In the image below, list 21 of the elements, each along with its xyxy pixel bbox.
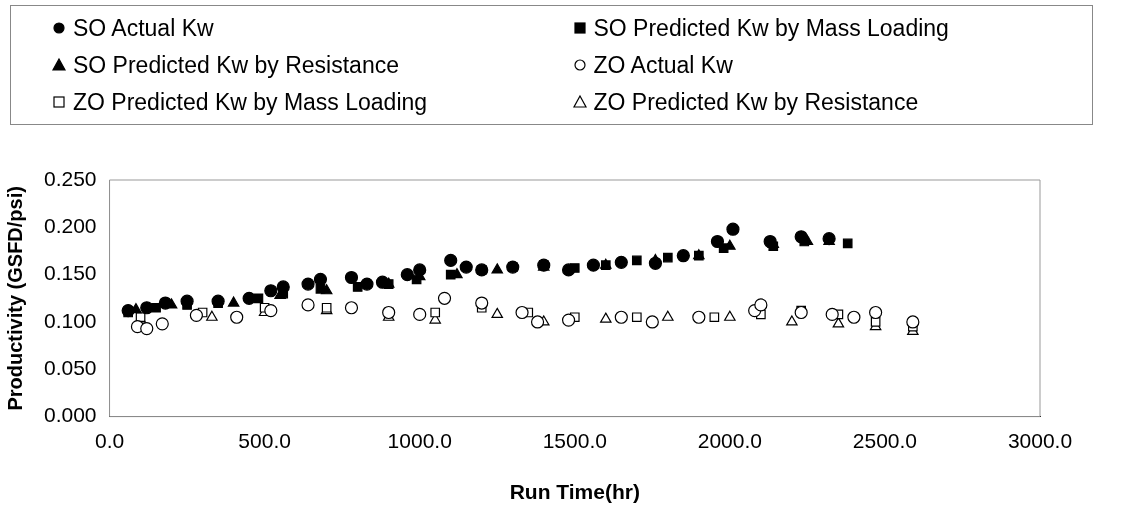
x-tick-label: 0.0: [94, 429, 125, 452]
y-tick-label: 0.100: [43, 308, 97, 332]
legend-label: ZO Predicted Kw by Mass Loading: [73, 88, 428, 116]
x-tick-label: 1500.0: [542, 429, 607, 452]
legend-label: ZO Actual Kw: [593, 51, 733, 79]
x-tick-label: 2000.0: [697, 429, 762, 452]
x-axis-title: Run Time(hr): [509, 480, 640, 504]
legend-label: SO Predicted Kw by Mass Loading: [593, 14, 949, 42]
y-tick-label: 0.050: [43, 356, 97, 380]
y-tick-label: 0.250: [43, 166, 97, 190]
y-tick-label: 0.150: [43, 261, 97, 285]
y-tick-label: 0.200: [43, 214, 97, 238]
x-tick-label: 3000.0: [1007, 429, 1073, 452]
legend-label: SO Predicted Kw by Resistance: [73, 51, 399, 79]
y-tick-label: 0.000: [43, 403, 97, 427]
x-tick-label: 1000.0: [387, 429, 452, 452]
x-tick-label: 500.0: [238, 429, 291, 452]
y-axis-title: Productivity (GSFD/psi): [3, 186, 26, 411]
legend-label: SO Actual Kw: [73, 14, 214, 42]
x-tick-label: 2500.0: [852, 429, 918, 452]
legend-label: ZO Predicted Kw by Resistance: [593, 88, 919, 116]
